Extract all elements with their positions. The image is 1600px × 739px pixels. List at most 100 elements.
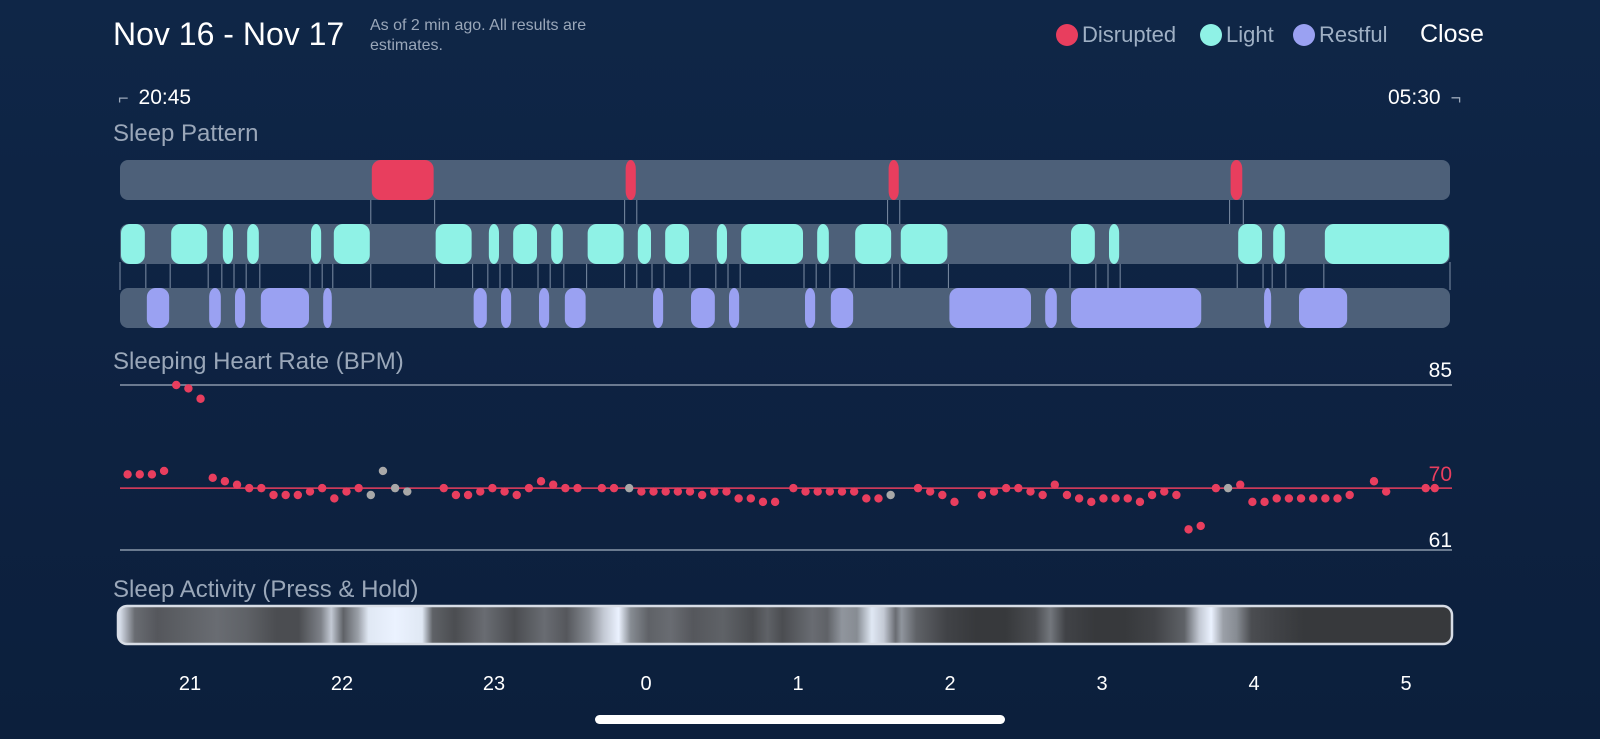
hr-point [451,490,461,500]
hr-point [1345,490,1354,500]
date-range-title: Nov 16 - Nov 17 [113,16,345,52]
hr-point [1099,494,1108,503]
hr-point [500,487,509,496]
hr-point [439,483,448,493]
hr-point [609,483,619,493]
legend-label: Restful [1319,22,1388,47]
segment-light [1238,224,1263,264]
hr-point [625,483,634,493]
hr-point [184,384,193,393]
segment-restful [260,288,309,328]
hr-point [649,487,658,496]
hr-point [354,483,363,493]
hr-point [172,380,181,390]
segment-restful [146,288,170,328]
hr-point [685,487,695,496]
heart-rate-title: Sleeping Heart Rate (BPM) [113,348,404,375]
hr-point [950,497,959,507]
hr-point [1160,487,1169,496]
segment-light [1324,224,1449,264]
segment-restful [323,288,332,328]
hr-point [989,487,999,496]
hr-point [789,483,798,493]
hr-point [390,483,400,493]
hr-point [1260,497,1269,507]
hr-point [1026,487,1035,496]
hr-point [1321,494,1330,503]
segment-light [855,224,892,264]
hr-point [257,483,266,493]
avg-label: 70 [1429,463,1452,486]
hr-point [849,487,859,496]
hr-point [837,487,847,496]
segment-light [665,224,689,264]
restful-dot-icon [1293,24,1315,46]
hr-point [573,483,582,493]
segment-restful [830,288,854,328]
hr-point [293,490,303,500]
hr-point [549,480,558,489]
segment-light [587,224,624,264]
segment-light [435,224,472,264]
segment-light [1109,224,1120,264]
segment-restful [1299,288,1348,328]
hour-tick-label: 3 [1096,673,1107,695]
hr-point [1309,494,1318,503]
track-disrupted [120,160,1450,200]
hr-point [1248,497,1257,507]
hr-point [1196,521,1205,531]
hr-point [913,483,923,493]
hr-point [1381,487,1391,496]
segment-restful [653,288,664,328]
start-time-label: ⌐ 20:45 [118,86,191,110]
close-button[interactable]: Close [1420,20,1484,48]
segment-restful [805,288,816,328]
hr-point [1038,490,1047,500]
hr-point [597,483,607,493]
hr-point [403,487,412,496]
hr-point [1421,483,1430,493]
segment-light [551,224,563,264]
hr-point [147,470,157,479]
hr-point [874,494,883,503]
hr-point [770,497,780,507]
hr-point [488,483,497,493]
hr-point [1223,483,1233,493]
hr-point [1111,494,1120,503]
segment-disrupted [1230,160,1243,200]
hr-point [1123,494,1132,503]
hour-tick-label: 1 [792,673,803,695]
hr-point [697,490,707,500]
hr-point [1211,483,1221,493]
hr-point [825,487,835,496]
hr-point [232,480,242,489]
activity-bar[interactable] [116,604,1454,646]
segment-restful [501,288,512,328]
hr-point [1147,490,1157,500]
sleep-activity-chart[interactable]: 21 22 23 0 1 2 3 4 5 [116,604,1454,695]
home-indicator [595,715,1005,724]
segment-light [1071,224,1095,264]
hour-tick-label: 22 [331,673,353,695]
hr-point [1172,490,1181,500]
segment-disrupted [625,160,636,200]
light-dot-icon [1200,24,1222,46]
hr-point [1001,483,1011,493]
hr-point [561,483,570,493]
segment-light [222,224,233,264]
hr-point [661,487,670,496]
segment-light [716,224,727,264]
hr-point [1369,477,1379,486]
segment-disrupted [888,160,899,200]
legend-disrupted: Disrupted [1056,22,1176,48]
hr-point [710,487,719,496]
min-label: 61 [1429,529,1452,552]
disrupted-dot-icon [1056,24,1078,46]
hour-tick-label: 4 [1248,673,1259,695]
hr-point [862,494,871,503]
hr-point [512,490,521,500]
segment-restful [729,288,740,328]
hr-point [673,487,683,496]
hr-point [342,487,351,496]
hr-point [1014,483,1023,493]
